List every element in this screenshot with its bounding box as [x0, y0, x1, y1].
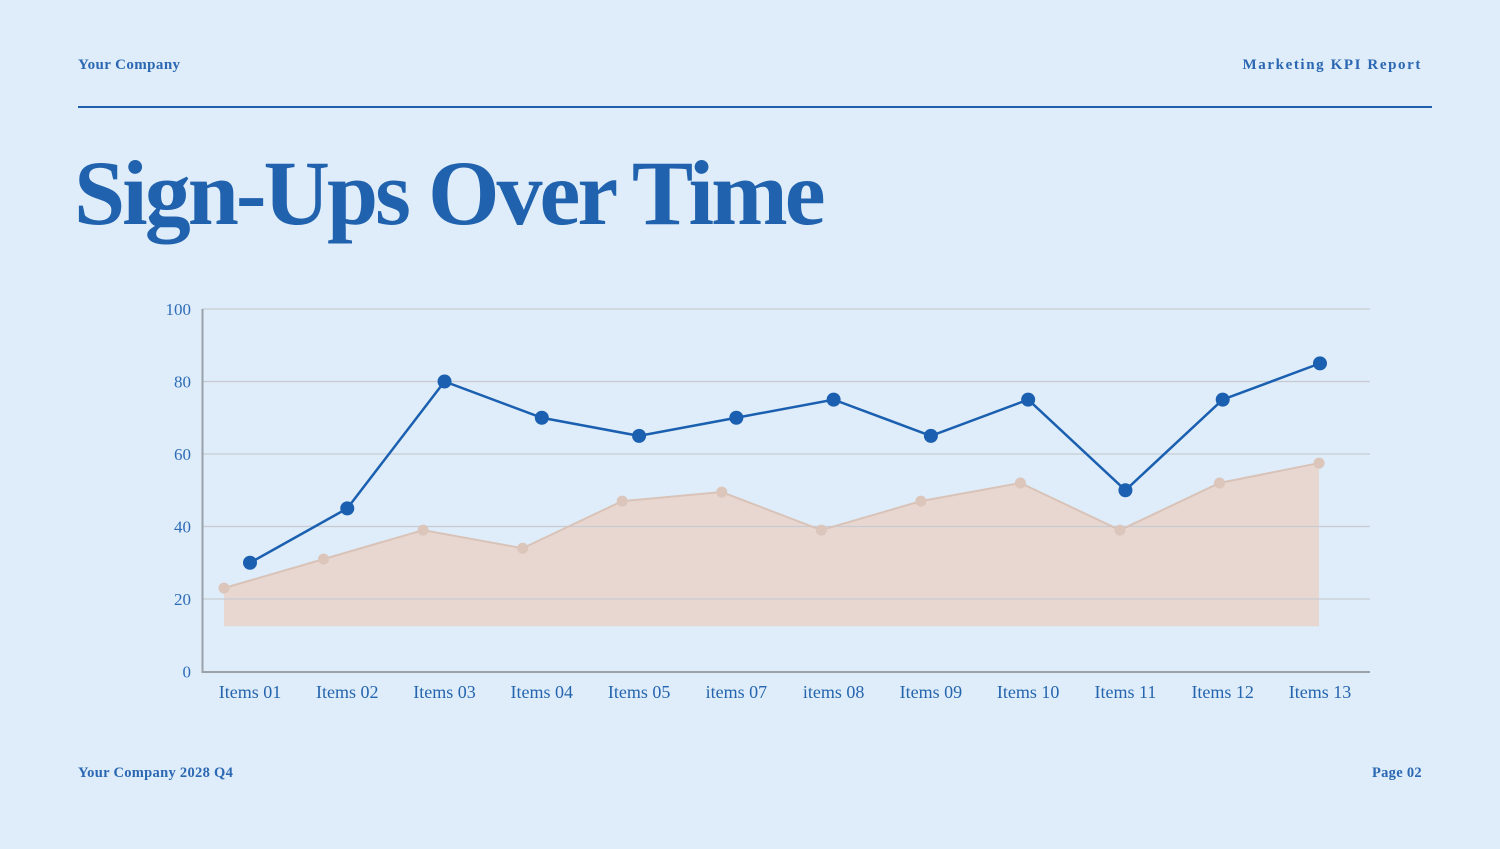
x-category-label: Items 04: [511, 682, 574, 702]
x-category-label: items 07: [706, 682, 768, 702]
page-number-label: Page 02: [1371, 765, 1422, 781]
area-series-point: [517, 542, 529, 554]
y-tick-label: 100: [166, 300, 192, 319]
line-series-point: [729, 410, 744, 425]
area-series-point: [1014, 477, 1026, 489]
line-series-point: [1118, 483, 1133, 498]
line-series-point: [923, 428, 938, 443]
line-series-point: [340, 501, 355, 516]
line-series-point: [1215, 392, 1230, 407]
area-series-point: [1214, 477, 1225, 489]
y-tick-label: 80: [174, 372, 191, 391]
page-title: Sign-Ups Over Time: [74, 142, 826, 244]
area-series-point: [616, 495, 628, 507]
area-series-point: [417, 524, 429, 536]
x-category-label: items 08: [803, 682, 865, 702]
area-series-point: [218, 582, 230, 594]
x-category-label: Items 12: [1191, 682, 1254, 702]
line-series-point: [534, 410, 549, 425]
footer-company-label: Your Company 2028 Q4: [78, 765, 234, 781]
area-series-point: [716, 486, 728, 498]
line-series-point: [1021, 392, 1036, 407]
x-category-label: Items 11: [1095, 682, 1157, 702]
x-category-label: Items 01: [219, 682, 282, 702]
x-category-label: Items 13: [1289, 682, 1352, 702]
x-category-label: Items 05: [608, 682, 671, 702]
line-series-point: [632, 428, 647, 443]
y-tick-label: 20: [174, 590, 191, 609]
header-report-label: Marketing KPI Report: [1242, 57, 1422, 73]
area-series-line: [223, 462, 1320, 590]
line-series-point: [826, 392, 841, 407]
area-series-point: [1313, 457, 1325, 469]
y-tick-label: 60: [174, 445, 191, 464]
x-category-label: Items 03: [413, 682, 476, 702]
line-series-line: [249, 362, 1321, 564]
x-category-label: Items 10: [997, 682, 1060, 702]
area-series-point: [915, 495, 927, 507]
line-series-point: [243, 555, 257, 570]
area-series-point: [815, 524, 827, 536]
y-tick-label: 0: [183, 662, 192, 681]
y-tick-label: 40: [174, 517, 191, 536]
area-series-point: [318, 553, 330, 565]
x-category-label: Items 02: [316, 682, 379, 702]
x-category-label: Items 09: [900, 682, 963, 702]
line-series-point: [437, 374, 452, 389]
area-series-fill: [224, 463, 1320, 627]
header-company-label: Your Company: [78, 57, 181, 73]
header-divider: [78, 106, 1432, 108]
area-series-point: [1114, 524, 1126, 536]
line-series-point: [1312, 356, 1327, 371]
